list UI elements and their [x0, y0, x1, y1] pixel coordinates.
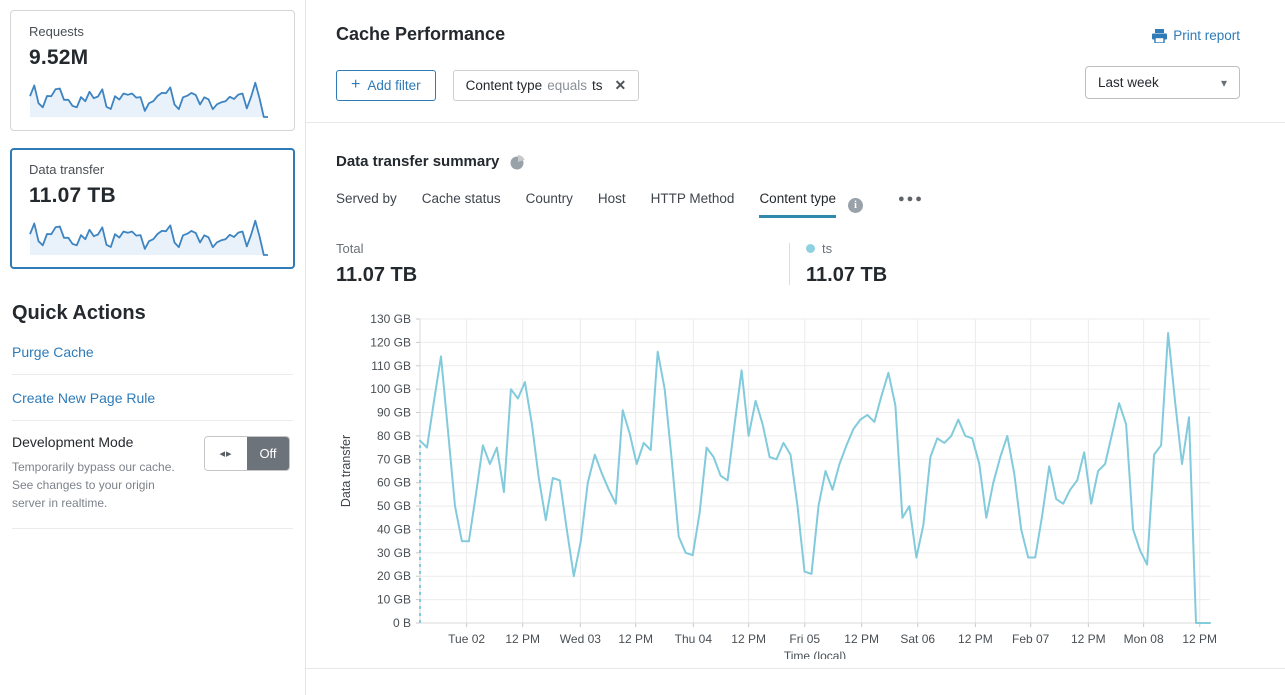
- totals-divider: [789, 243, 790, 285]
- total-label: Total: [336, 241, 364, 256]
- summary-head: Data transfer summary: [336, 153, 1240, 170]
- total-value: 11.07 TB: [336, 264, 418, 286]
- development-mode-toggle[interactable]: ◂▸ Off: [204, 436, 290, 471]
- quick-actions-title: Quick Actions: [12, 302, 146, 324]
- summary-tabs: Served by Cache status Country Host HTTP…: [336, 191, 1240, 218]
- requests-card[interactable]: Requests 9.52M: [10, 10, 295, 131]
- data-transfer-sparkline-chart: [29, 219, 268, 256]
- tab-http-method[interactable]: HTTP Method: [650, 191, 735, 206]
- svg-text:Mon 08: Mon 08: [1124, 632, 1164, 646]
- svg-text:Wed 03: Wed 03: [560, 632, 601, 646]
- svg-text:10 GB: 10 GB: [377, 593, 411, 607]
- more-tabs-icon[interactable]: ●●●: [898, 193, 924, 205]
- totals-row: Total 11.07 TB ts 11.07 TB: [336, 241, 1240, 287]
- svg-text:12 PM: 12 PM: [958, 632, 993, 646]
- purge-cache-link[interactable]: Purge Cache: [12, 329, 293, 375]
- time-range-select[interactable]: Last week ▾: [1085, 66, 1240, 99]
- requests-sparkline-chart: [29, 81, 268, 118]
- legend-row: ts: [806, 241, 887, 256]
- tab-content-type[interactable]: Content type: [759, 191, 836, 218]
- development-mode-title: Development Mode: [12, 434, 134, 450]
- tab-country[interactable]: Country: [525, 191, 573, 206]
- toggle-arrows-icon: ◂▸: [205, 437, 247, 470]
- print-report-label: Print report: [1173, 28, 1240, 43]
- svg-text:50 GB: 50 GB: [377, 499, 411, 513]
- printer-icon: [1152, 28, 1168, 43]
- main-header: Cache Performance Print report: [336, 0, 1240, 45]
- svg-text:Fri 05: Fri 05: [789, 632, 820, 646]
- legend-block: ts 11.07 TB: [790, 241, 887, 287]
- summary-title: Data transfer summary: [336, 153, 500, 170]
- svg-text:Time (local): Time (local): [784, 649, 846, 659]
- svg-text:Tue 02: Tue 02: [448, 632, 485, 646]
- svg-text:70 GB: 70 GB: [377, 452, 411, 466]
- development-mode-section: Development Mode Temporarily bypass our …: [12, 421, 293, 529]
- page-title: Cache Performance: [336, 24, 506, 44]
- svg-text:110 GB: 110 GB: [371, 359, 411, 373]
- chart-container: 0 B 10 GB 20 GB 30 GB 40 GB 50 GB 60 GB 70 GB 80…: [336, 297, 1240, 664]
- info-icon[interactable]: i: [848, 197, 863, 213]
- tab-cache-status[interactable]: Cache status: [421, 191, 501, 206]
- chevron-down-icon: ▾: [1220, 75, 1227, 90]
- sidebar: Requests 9.52M Data transfer 11.07 TB Qu…: [0, 0, 306, 695]
- create-page-rule-link[interactable]: Create New Page Rule: [12, 375, 293, 421]
- svg-text:130 GB: 130 GB: [370, 312, 411, 326]
- svg-text:Data transfer: Data transfer: [339, 435, 353, 507]
- svg-text:12 PM: 12 PM: [731, 632, 766, 646]
- remove-filter-icon[interactable]: ✕: [614, 76, 627, 93]
- plus-icon: +: [351, 76, 361, 93]
- total-block: Total 11.07 TB: [336, 241, 789, 287]
- requests-card-value: 9.52M: [29, 46, 89, 69]
- svg-text:12 PM: 12 PM: [618, 632, 653, 646]
- add-filter-label: Add filter: [367, 77, 421, 93]
- bottom-divider: [306, 668, 1285, 669]
- tab-served-by[interactable]: Served by: [336, 191, 397, 206]
- legend-dot-ts: [806, 244, 815, 253]
- filter-chip: Content type equals ts ✕: [452, 69, 640, 101]
- filter-row: + Add filter Content type equals ts ✕ La…: [336, 66, 1240, 101]
- svg-text:Sat 06: Sat 06: [900, 632, 935, 646]
- svg-text:12 PM: 12 PM: [1071, 632, 1106, 646]
- filter-chip-value: ts: [591, 77, 603, 93]
- pie-chart-icon: [510, 154, 526, 169]
- svg-text:90 GB: 90 GB: [377, 406, 411, 420]
- svg-text:40 GB: 40 GB: [377, 522, 411, 536]
- tab-content-type-group: Content type i: [759, 191, 863, 218]
- requests-card-label: Requests: [29, 24, 84, 39]
- main-content: Cache Performance Print report + Add fil…: [306, 0, 1285, 695]
- svg-text:30 GB: 30 GB: [377, 546, 411, 560]
- svg-text:12 PM: 12 PM: [505, 632, 540, 646]
- toggle-state-label: Off: [247, 437, 289, 470]
- print-report-button[interactable]: Print report: [1152, 28, 1240, 43]
- data-transfer-line-chart: 0 B 10 GB 20 GB 30 GB 40 GB 50 GB 60 GB 70 GB 80…: [339, 312, 1217, 663]
- data-transfer-card[interactable]: Data transfer 11.07 TB: [10, 148, 295, 269]
- svg-text:60 GB: 60 GB: [377, 476, 411, 490]
- svg-text:0 B: 0 B: [393, 616, 411, 630]
- development-mode-description: Temporarily bypass our cache. See change…: [12, 460, 175, 510]
- header-divider: [306, 122, 1285, 123]
- legend-label-ts: ts: [822, 241, 833, 256]
- time-range-value: Last week: [1098, 75, 1159, 90]
- data-transfer-card-value: 11.07 TB: [29, 184, 116, 207]
- filter-chip-field: Content type: [465, 77, 543, 93]
- legend-value-ts: 11.07 TB: [806, 264, 888, 286]
- svg-text:Feb 07: Feb 07: [1012, 632, 1050, 646]
- data-transfer-card-label: Data transfer: [29, 162, 105, 177]
- svg-text:Thu 04: Thu 04: [675, 632, 713, 646]
- svg-text:12 PM: 12 PM: [844, 632, 879, 646]
- svg-text:100 GB: 100 GB: [370, 382, 411, 396]
- filter-chip-operator: equals: [547, 77, 587, 93]
- svg-text:20 GB: 20 GB: [377, 569, 411, 583]
- svg-text:120 GB: 120 GB: [370, 335, 411, 349]
- add-filter-button[interactable]: + Add filter: [336, 69, 436, 101]
- svg-text:12 PM: 12 PM: [1182, 632, 1216, 646]
- svg-text:80 GB: 80 GB: [377, 429, 411, 443]
- tab-host[interactable]: Host: [597, 191, 626, 206]
